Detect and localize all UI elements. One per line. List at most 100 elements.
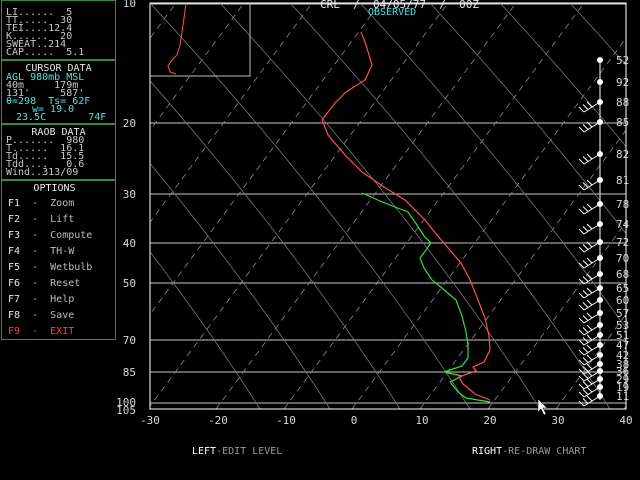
option-label: EXIT [50, 326, 75, 337]
pressure-tick-label: 70 [123, 334, 136, 347]
wind-speed-label: 38 [616, 358, 629, 371]
left-panel: LI...... 5 TT..... 30 TEI....12.4 K.....… [0, 0, 116, 340]
wind-barb-flag [586, 299, 593, 306]
option-f3-compute[interactable]: F3 - Compute [8, 230, 93, 241]
cursor-data-box: CURSOR DATA AGL 980mb MSL 40m 179m 131' … [1, 60, 116, 124]
adiabat-line [359, 3, 626, 330]
dry-adiabats [150, 3, 626, 409]
option-key: F6 [8, 278, 21, 289]
dewpoint-profile [361, 192, 491, 403]
wind-barb-flag [578, 292, 585, 299]
pressure-tick-label: 10 [123, 0, 136, 10]
right-key: RIGHT [472, 446, 503, 457]
raob-td: Td..... 15.5 [6, 151, 85, 162]
indices-box: LI...... 5 TT..... 30 TEI....12.4 K.....… [1, 0, 116, 60]
option-f2-lift[interactable]: F2 - Lift [8, 214, 75, 225]
skewed-isotherms [0, 3, 626, 409]
wind-speed-label: 68 [616, 268, 629, 281]
wind-barb-flag [582, 381, 589, 387]
wind-barb-flag [578, 246, 585, 253]
option-label: Compute [50, 230, 93, 241]
option-key: F8 [8, 310, 21, 321]
option-f4-thw[interactable]: F4 - TH-W [8, 246, 75, 257]
option-f1-zoom[interactable]: F1 - Zoom [8, 198, 75, 209]
wind-barb-flag [582, 276, 589, 282]
index-tt: TT..... 30 [6, 15, 73, 26]
observed-label: OBSERVED [368, 7, 417, 18]
wind-barb-flag [578, 158, 585, 165]
wind-barb-flag [578, 349, 585, 356]
wind-speed-label: 52 [616, 54, 629, 67]
temperature-tick-label: 30 [551, 414, 564, 427]
wind-barb-flag [578, 359, 585, 366]
wind-speed-label: 51 [616, 329, 629, 342]
option-f5-wetbulb[interactable]: F5 - Wetbulb [8, 262, 93, 273]
adiabat-line [499, 3, 626, 148]
wind-barb-flag [586, 344, 593, 351]
isotherm-line [351, 37, 626, 409]
wind-speed-label: 92 [616, 76, 629, 89]
isotherm-line [215, 3, 517, 409]
wind-barb-flag [578, 126, 585, 133]
temperature-profile [321, 31, 491, 401]
temperature-tick-label: 40 [619, 414, 632, 427]
wind-speed-label: 47 [616, 339, 629, 352]
wind-speed-label: 74 [616, 218, 630, 231]
inset-trace [167, 3, 187, 75]
wind-barb-flag [578, 339, 585, 346]
option-key: F7 [8, 294, 21, 305]
option-f9-exit[interactable]: F9 - EXIT [8, 326, 75, 337]
wind-speed-label: 88 [616, 96, 629, 109]
option-label: Zoom [50, 198, 75, 209]
option-label: Lift [50, 214, 75, 225]
temperature-tick-label: 0 [351, 414, 358, 427]
temperature-tick-label: 10 [415, 414, 428, 427]
right-text: -RE-DRAW CHART [502, 446, 587, 457]
pressure-tick-label: 20 [123, 117, 136, 130]
wind-point-icon [597, 57, 603, 63]
wind-barb-flag [586, 153, 593, 160]
wind-barb-flag [582, 315, 589, 321]
wind-speed-label: 85 [616, 116, 629, 129]
wind-speed-label: 70 [616, 252, 629, 265]
wind-barb-flag [586, 354, 593, 361]
cursor-data-title: CURSOR DATA [25, 63, 92, 74]
wind-barb-flag [578, 184, 585, 191]
option-f8-save[interactable]: F8 - Save [8, 310, 75, 321]
wind-barb-flag [586, 363, 593, 370]
wind-point-icon [597, 79, 603, 85]
wind-barb-flag [582, 182, 589, 188]
wind-speed-label: 60 [616, 294, 629, 307]
option-key: F3 [8, 230, 21, 241]
option-key: F4 [8, 246, 21, 257]
index-k: K...... 20 [6, 31, 73, 42]
wind-barb-flag [582, 366, 589, 372]
isotherm-line [150, 3, 449, 407]
wind-barb-flag [586, 203, 593, 210]
wind-barb-flag [578, 375, 585, 382]
options-box: OPTIONS F1 - Zoom F2 - Lift F3 - Compute… [1, 180, 116, 340]
cursor-theta: θ=298 Ts= 62F [6, 96, 91, 107]
isotherm-line [150, 3, 381, 315]
pressure-tick-label: 40 [123, 237, 136, 250]
station-title: CRL / 04/05/77 / 00Z [320, 0, 479, 11]
option-f6-reset[interactable]: F6 - Reset [8, 278, 81, 289]
wind-barb-flag [582, 290, 589, 296]
cursor-w: w= 19.0 [32, 104, 75, 115]
wind-barb-flag [586, 370, 593, 377]
option-label: TH-W [50, 246, 75, 257]
wind-barb-flag [578, 391, 585, 398]
index-cap: CAP..... 5.1 [6, 47, 85, 58]
options-title: OPTIONS [33, 183, 76, 194]
option-label: Help [50, 294, 75, 305]
isotherm-line [283, 3, 585, 409]
option-f7-help[interactable]: F7 - Help [8, 294, 75, 305]
wind-barb-flag [586, 273, 593, 280]
wind-speed-label: 57 [616, 307, 629, 320]
adiabat-line [150, 251, 261, 409]
isotherm-line [0, 3, 108, 409]
inset-hodograph [150, 3, 251, 77]
wind-barb-flag [582, 327, 589, 333]
